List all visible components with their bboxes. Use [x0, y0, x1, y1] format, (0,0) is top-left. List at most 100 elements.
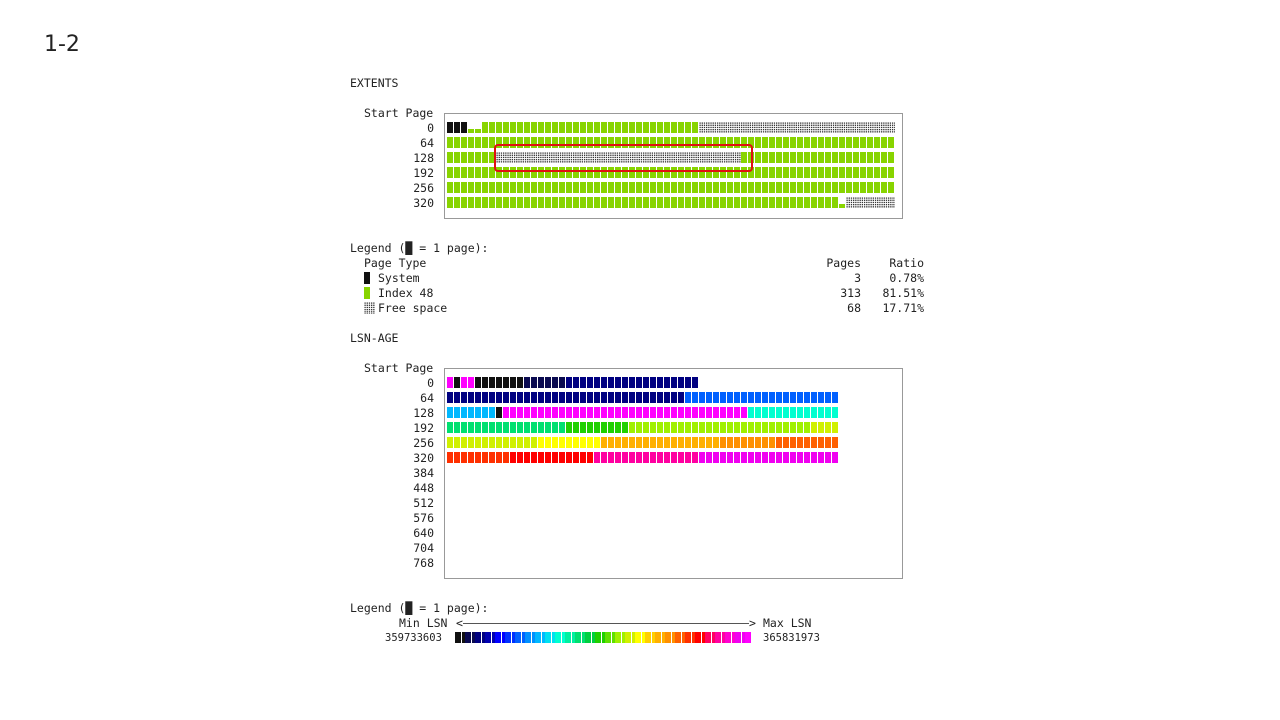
index-page	[825, 182, 831, 193]
index-page	[608, 197, 614, 208]
lsn-page	[608, 392, 614, 403]
index-page	[608, 122, 614, 133]
index-page	[776, 182, 782, 193]
index-page	[552, 197, 558, 208]
index-page	[475, 167, 481, 178]
lsn-page	[566, 437, 572, 448]
index-page	[671, 122, 677, 133]
gradient-swatch	[455, 632, 461, 643]
index-page	[517, 182, 523, 193]
extents-row-label: 0	[427, 121, 434, 135]
lsn-page	[713, 422, 719, 433]
index-page	[461, 167, 467, 178]
index-page	[860, 137, 866, 148]
index-page	[482, 122, 488, 133]
lsn-page	[664, 407, 670, 418]
index-page	[755, 197, 761, 208]
index-page	[783, 137, 789, 148]
index-page	[867, 182, 873, 193]
gradient-swatch	[512, 632, 515, 643]
lsn-page	[776, 422, 782, 433]
index-page	[839, 182, 845, 193]
index-page	[804, 137, 810, 148]
lsn-page	[503, 437, 509, 448]
index-page	[573, 167, 579, 178]
index-page	[447, 152, 453, 163]
index-page	[860, 167, 866, 178]
index-page	[615, 182, 621, 193]
gradient-swatch	[482, 632, 485, 643]
lsn-page	[566, 392, 572, 403]
index-page	[468, 152, 474, 163]
lsn-page	[727, 452, 733, 463]
lsn-page	[615, 452, 621, 463]
index-page	[797, 197, 803, 208]
lsn-page	[811, 407, 817, 418]
lsn-page	[671, 437, 677, 448]
lsn-page	[713, 452, 719, 463]
index-page	[566, 167, 572, 178]
index-page	[475, 137, 481, 148]
index-page	[615, 167, 621, 178]
lsn-page	[678, 452, 684, 463]
index-page	[699, 137, 705, 148]
lsn-page	[496, 392, 502, 403]
index-page	[552, 137, 558, 148]
lsn-page	[475, 437, 481, 448]
index-page	[524, 122, 530, 133]
index-page	[643, 122, 649, 133]
lsn-page	[629, 437, 635, 448]
index-page	[734, 137, 740, 148]
lsn-page	[720, 392, 726, 403]
lsn-page	[510, 407, 516, 418]
gradient-swatch	[562, 632, 565, 643]
index-page	[615, 197, 621, 208]
index-page	[678, 122, 684, 133]
lsn-page	[636, 437, 642, 448]
index-page	[545, 167, 551, 178]
lsn-page	[748, 407, 754, 418]
free-space-highlight	[494, 144, 753, 172]
lsn-page	[580, 407, 586, 418]
lsn-page	[580, 437, 586, 448]
index-page	[755, 152, 761, 163]
lsn-page	[629, 422, 635, 433]
lsn-page	[559, 407, 565, 418]
system-page	[454, 122, 460, 133]
gradient-swatch	[505, 632, 511, 643]
lsn-page	[692, 377, 698, 388]
index-page	[741, 197, 747, 208]
index-page	[804, 167, 810, 178]
index-page	[825, 197, 831, 208]
gradient-swatch	[635, 632, 641, 643]
gradient-swatch	[742, 632, 745, 643]
index-page	[643, 137, 649, 148]
lsn-page	[608, 437, 614, 448]
index-page	[734, 197, 740, 208]
lsn-row-label: 384	[413, 466, 434, 480]
index-page	[657, 122, 663, 133]
lsn-page	[601, 377, 607, 388]
index-page	[699, 182, 705, 193]
lsn-page	[769, 437, 775, 448]
gradient-swatch	[545, 632, 551, 643]
lsn-page	[510, 422, 516, 433]
lsn-page	[475, 452, 481, 463]
index-page	[748, 167, 754, 178]
index-page	[580, 137, 586, 148]
gradient-swatch	[582, 632, 585, 643]
index-page	[755, 182, 761, 193]
lsn-row-label: 320	[413, 451, 434, 465]
lsn-page	[622, 437, 628, 448]
gradient-swatch	[692, 632, 695, 643]
lsn-page	[496, 407, 502, 418]
gradient-swatch	[655, 632, 661, 643]
lsn-page	[734, 392, 740, 403]
lsn-page	[825, 407, 831, 418]
lsn-page	[489, 452, 495, 463]
lsn-page	[531, 437, 537, 448]
lsn-row-label: 768	[413, 556, 434, 570]
lsn-page	[545, 422, 551, 433]
index-page	[762, 167, 768, 178]
index-page	[720, 167, 726, 178]
